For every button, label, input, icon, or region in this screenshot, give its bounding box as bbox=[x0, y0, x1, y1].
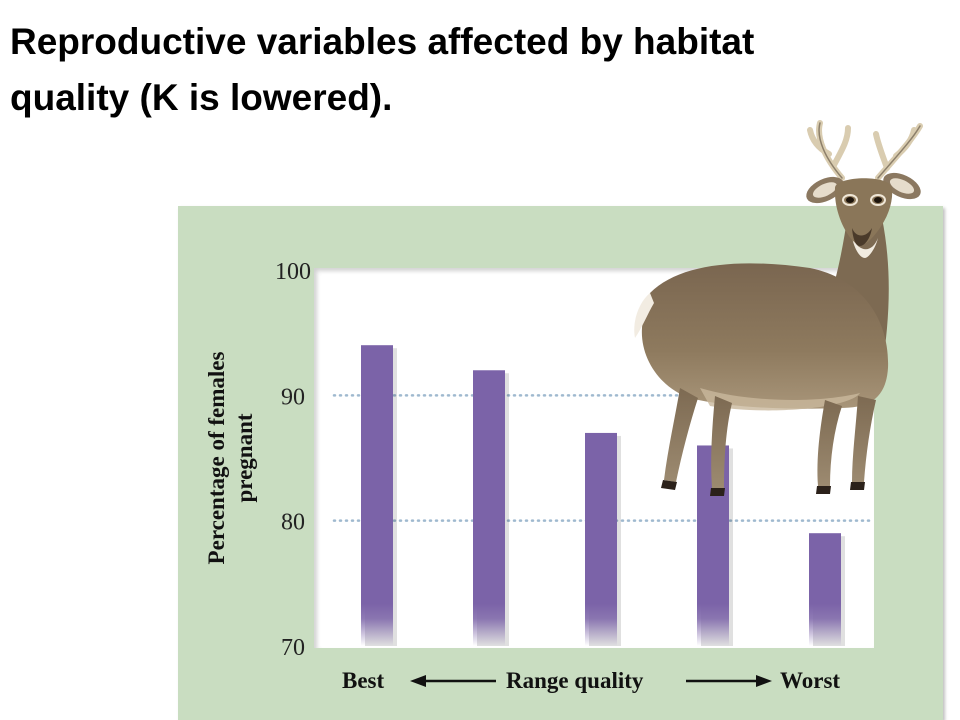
bar bbox=[473, 370, 509, 646]
y-tick-labels: 100 90 80 70 bbox=[275, 259, 311, 661]
white-tailed-deer-icon bbox=[634, 120, 923, 496]
slide-title: Reproductive variables affected by habit… bbox=[10, 14, 910, 126]
arrow-left-icon bbox=[410, 675, 496, 687]
bar bbox=[809, 533, 845, 646]
y-axis-label-line-2: pregnant bbox=[232, 413, 257, 502]
slide-title-line-1: Reproductive variables affected by habit… bbox=[10, 21, 755, 62]
bars bbox=[361, 345, 845, 646]
arrow-right-icon bbox=[686, 675, 772, 687]
x-axis-right-label: Worst bbox=[780, 668, 840, 693]
x-axis: Best Range quality Worst bbox=[342, 668, 840, 693]
bar bbox=[585, 432, 621, 646]
y-tick-label: 90 bbox=[281, 384, 305, 410]
y-tick-label: 100 bbox=[275, 259, 311, 285]
bar bbox=[361, 345, 397, 646]
x-axis-left-label: Best bbox=[342, 668, 385, 693]
x-axis-center-label: Range quality bbox=[506, 668, 644, 693]
y-tick-label: 80 bbox=[281, 510, 305, 536]
slide-title-line-2: quality (K is lowered). bbox=[10, 77, 393, 118]
y-axis-label-line-1: Percentage of females bbox=[204, 352, 229, 565]
y-tick-label: 70 bbox=[281, 635, 305, 661]
y-axis-label: Percentage of females pregnant bbox=[204, 352, 257, 565]
